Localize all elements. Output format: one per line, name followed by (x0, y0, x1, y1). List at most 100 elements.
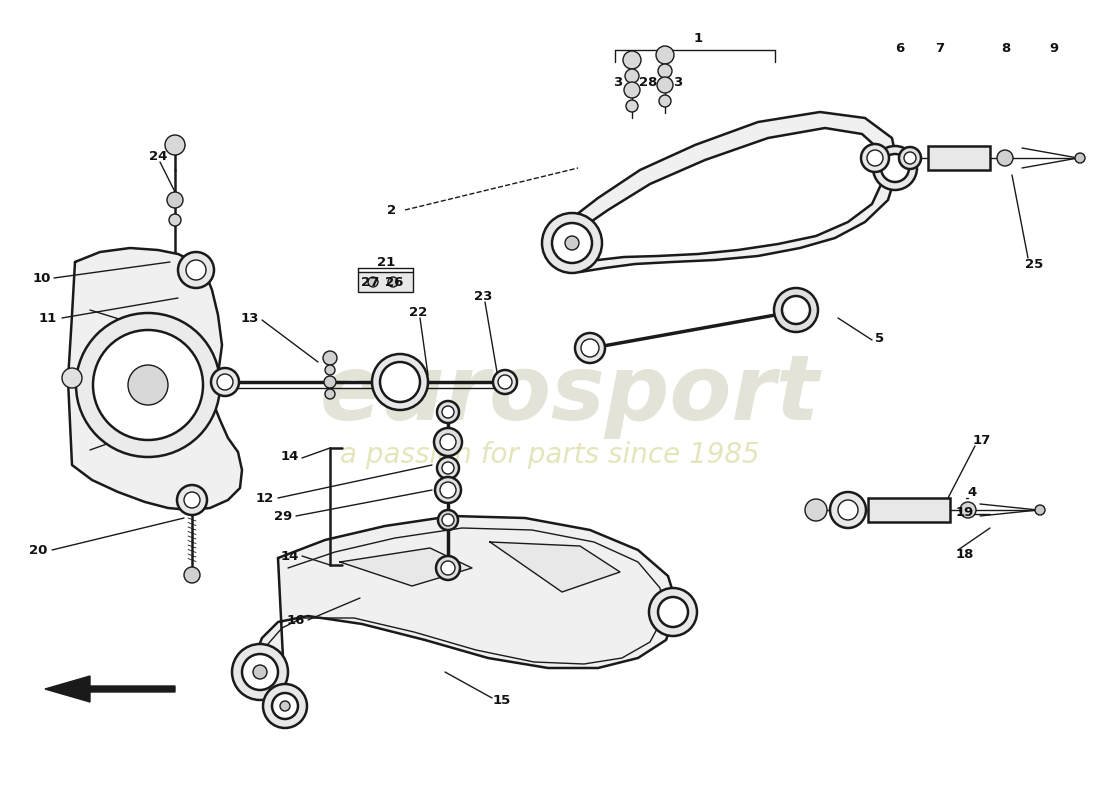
Circle shape (94, 330, 204, 440)
Circle shape (441, 561, 455, 575)
Text: 27: 27 (361, 275, 379, 289)
Text: eurosport: eurosport (320, 351, 820, 439)
Circle shape (165, 135, 185, 155)
Polygon shape (490, 542, 620, 592)
Circle shape (372, 354, 428, 410)
Polygon shape (568, 112, 898, 272)
Circle shape (899, 147, 921, 169)
Circle shape (440, 434, 456, 450)
Circle shape (253, 665, 267, 679)
Circle shape (867, 150, 883, 166)
Text: 28: 28 (639, 75, 657, 89)
Text: 3: 3 (673, 75, 683, 89)
Text: 21: 21 (377, 255, 395, 269)
Text: 10: 10 (33, 271, 52, 285)
Circle shape (177, 485, 207, 515)
Circle shape (379, 362, 420, 402)
Bar (868, 498, 950, 522)
Circle shape (184, 567, 200, 583)
Circle shape (442, 462, 454, 474)
Text: 8: 8 (1001, 42, 1011, 54)
Circle shape (324, 376, 336, 388)
Circle shape (368, 277, 378, 287)
Circle shape (581, 339, 600, 357)
Circle shape (434, 428, 462, 456)
Circle shape (493, 370, 517, 394)
Circle shape (542, 213, 602, 273)
Text: 20: 20 (29, 543, 47, 557)
Text: 13: 13 (241, 311, 260, 325)
Text: a passion for parts since 1985: a passion for parts since 1985 (340, 441, 760, 469)
Text: 23: 23 (474, 290, 492, 302)
Circle shape (323, 351, 337, 365)
Circle shape (388, 277, 398, 287)
Circle shape (263, 684, 307, 728)
Circle shape (1075, 153, 1085, 163)
Text: 25: 25 (1025, 258, 1043, 270)
Bar (928, 146, 990, 170)
Circle shape (167, 192, 183, 208)
Circle shape (881, 154, 909, 182)
Circle shape (997, 150, 1013, 166)
Text: 3: 3 (614, 75, 623, 89)
Circle shape (272, 693, 298, 719)
Circle shape (434, 477, 461, 503)
Circle shape (438, 510, 458, 530)
Circle shape (62, 368, 82, 388)
Circle shape (211, 368, 239, 396)
Text: 5: 5 (876, 331, 884, 345)
Circle shape (624, 82, 640, 98)
Circle shape (625, 69, 639, 83)
Text: 2: 2 (387, 203, 397, 217)
Text: 12: 12 (256, 491, 274, 505)
Circle shape (242, 654, 278, 690)
Polygon shape (340, 548, 472, 586)
Text: 15: 15 (493, 694, 512, 706)
Circle shape (280, 701, 290, 711)
Circle shape (232, 644, 288, 700)
Text: 7: 7 (935, 42, 945, 54)
Circle shape (440, 482, 456, 498)
Polygon shape (254, 516, 678, 698)
Polygon shape (45, 676, 175, 702)
Circle shape (873, 146, 917, 190)
Bar (358, 272, 412, 292)
Text: 9: 9 (1049, 42, 1058, 54)
Circle shape (575, 333, 605, 363)
Circle shape (442, 406, 454, 418)
Circle shape (656, 46, 674, 64)
Circle shape (805, 499, 827, 521)
Text: 16: 16 (287, 614, 305, 626)
Circle shape (436, 556, 460, 580)
Text: 6: 6 (895, 42, 904, 54)
Circle shape (904, 152, 916, 164)
Circle shape (437, 401, 459, 423)
Text: 22: 22 (409, 306, 427, 318)
Circle shape (565, 236, 579, 250)
Circle shape (437, 457, 459, 479)
Circle shape (657, 77, 673, 93)
Text: 14: 14 (280, 450, 299, 462)
Circle shape (861, 144, 889, 172)
Circle shape (1035, 505, 1045, 515)
Text: 4: 4 (967, 486, 977, 498)
Circle shape (552, 223, 592, 263)
Circle shape (442, 514, 454, 526)
Text: 26: 26 (385, 275, 404, 289)
Circle shape (782, 296, 810, 324)
Text: 19: 19 (956, 506, 975, 518)
Text: 24: 24 (148, 150, 167, 162)
Circle shape (498, 375, 512, 389)
Circle shape (626, 100, 638, 112)
Circle shape (186, 260, 206, 280)
Polygon shape (68, 248, 242, 510)
Circle shape (830, 492, 866, 528)
Text: 11: 11 (39, 311, 57, 325)
Circle shape (658, 597, 688, 627)
Circle shape (76, 313, 220, 457)
Circle shape (649, 588, 697, 636)
Text: 17: 17 (972, 434, 991, 446)
Circle shape (324, 365, 336, 375)
Circle shape (658, 64, 672, 78)
Circle shape (178, 252, 215, 288)
